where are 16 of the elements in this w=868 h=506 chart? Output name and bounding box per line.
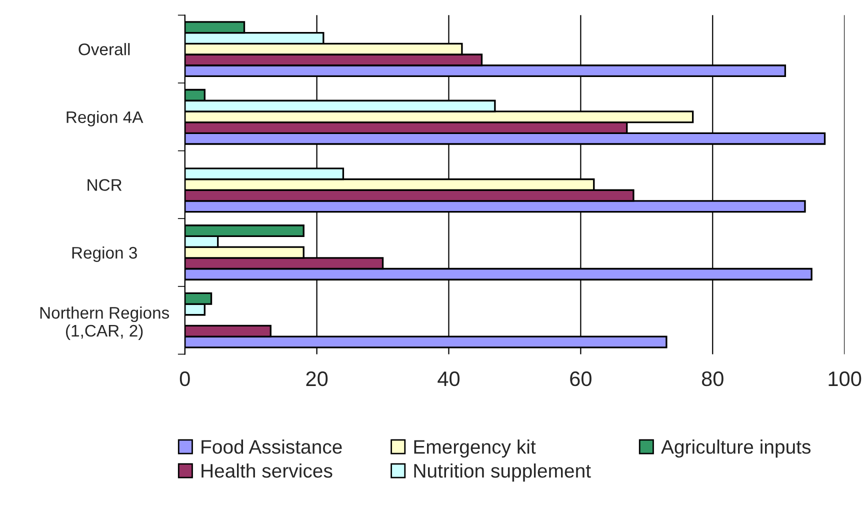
legend-label: Agriculture inputs [661, 440, 811, 458]
y-tick-label: NCR [88, 179, 122, 191]
x-tick-label: 40 [438, 371, 460, 386]
x-tick-label: 100 [828, 371, 862, 386]
legend-label: Food Assistance [202, 440, 342, 454]
x-tick-label: 80 [702, 371, 724, 386]
x-tick-label: 0 [180, 371, 190, 386]
y-tick-label: Overall [78, 43, 130, 56]
y-tick-label: Region 3 [72, 246, 137, 262]
x-tick-label: 60 [570, 371, 592, 386]
legend-label: Emergency kit [414, 440, 536, 458]
y-tick-label: Northern Regions (1,CAR, 2) [40, 306, 170, 340]
y-tick-label: Region 4A [66, 110, 144, 126]
legend-label: Nutrition supplement [414, 463, 591, 482]
legend-label: Health services [202, 463, 332, 478]
x-tick-label: 20 [306, 371, 328, 386]
